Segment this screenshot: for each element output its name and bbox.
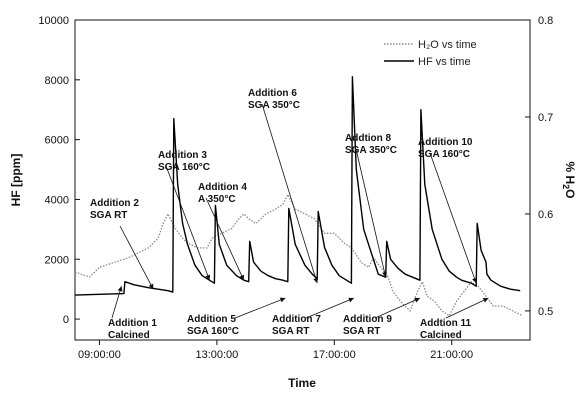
annotation-text: Addition 7 <box>272 314 321 325</box>
annotation-arrow <box>119 225 154 290</box>
plot-frame <box>74 19 531 341</box>
y-right-tick-label: 0.8 <box>538 15 553 27</box>
annotation-text: Addition 1 <box>108 318 157 329</box>
annotation-arrow <box>205 197 245 281</box>
y-left-tick-label: 0 <box>63 314 69 326</box>
legend-label: H₂O vs time <box>418 39 477 51</box>
annotation-text: SGA RT <box>343 326 380 337</box>
annotation-arrowhead <box>148 283 154 290</box>
x-axis-title: Time <box>288 376 316 390</box>
annotation-arrow <box>234 297 286 319</box>
y-left-tick-label: 4000 <box>45 194 69 206</box>
annotation-text: Calcined <box>420 330 462 341</box>
y-right-tick-label: 0.7 <box>538 112 553 124</box>
annotation-text: SGA 160°C <box>418 149 470 160</box>
annotation-arrow <box>111 286 122 319</box>
annotation-arrow <box>165 165 210 281</box>
y-left-tick-label: 2000 <box>45 254 69 266</box>
y-right-tick-label: 0.5 <box>538 306 553 318</box>
annotation-text: SGA 350°C <box>248 100 300 111</box>
y-right-tick-label: 0.6 <box>538 209 553 221</box>
y-axis-title-right: % H2O <box>561 161 577 198</box>
annotation-arrowhead <box>239 274 244 281</box>
annotation-arrowhead <box>482 297 489 303</box>
y-left-tick-label: 10000 <box>38 15 69 27</box>
annotation-arrow <box>445 297 489 319</box>
annotation-text: SGA 160°C <box>187 326 239 337</box>
annotation-arrowhead <box>279 297 286 303</box>
annotation-text: Addition 9 <box>343 314 392 325</box>
annotation-arrowhead <box>382 271 387 278</box>
annotation-text: SGA RT <box>272 326 309 337</box>
y-left-tick-label: 6000 <box>45 135 69 147</box>
annotation-text: Addition 6 <box>248 88 297 99</box>
series-hf-line <box>74 76 521 296</box>
annotation-text: SGA RT <box>90 210 127 221</box>
x-tick-label: 21:00:00 <box>430 349 473 361</box>
annotation-arrowhead <box>472 277 477 284</box>
annotation-arrowhead <box>117 286 123 292</box>
annotation-text: SGA 160°C <box>158 162 210 173</box>
y-axis-title-left: HF [ppm] <box>9 154 23 207</box>
annotation-arrow <box>305 297 355 319</box>
x-tick-label: 13:00:00 <box>195 349 238 361</box>
annotation-text: Addition 5 <box>187 314 236 325</box>
annotation-arrowhead <box>205 274 211 281</box>
legend: H₂O vs time HF vs time <box>384 39 477 68</box>
annotation-text: Addtion 11 <box>420 318 472 329</box>
annotation-text: A 350°C <box>198 194 236 205</box>
annotation-arrow <box>261 103 318 284</box>
annotation-4: Addition 4A 350°C <box>198 182 247 281</box>
annotation-arrowhead <box>414 297 420 303</box>
axes: 0 2000 4000 6000 8000 10000 0.5 0.6 0.7 0.8 09:00:… <box>38 15 553 361</box>
annotation-text: Addition 10 <box>418 137 473 148</box>
annotation-text: Addtion 8 <box>345 133 392 144</box>
annotation-arrow <box>355 148 387 278</box>
annotation-text: Addition 3 <box>158 150 207 161</box>
x-tick-label: 09:00:00 <box>78 349 121 361</box>
x-tick-label: 17:00:00 <box>313 349 356 361</box>
annotation-text: Addition 2 <box>90 198 139 209</box>
annotation-arrow <box>374 297 421 319</box>
annotation-arrowhead <box>348 297 354 303</box>
annotation-text: Addition 4 <box>198 182 247 193</box>
annotation-text: SGA 350°C <box>345 145 397 156</box>
svg-text:% H2O: % H2O <box>561 161 577 198</box>
series-layer <box>74 76 523 317</box>
annotation-text: Calcined <box>108 330 150 341</box>
series-h2o-line <box>74 193 523 317</box>
annotation-arrowhead <box>313 277 319 284</box>
legend-label: HF vs time <box>418 56 471 68</box>
y-left-tick-label: 8000 <box>45 75 69 87</box>
annotation-arrow <box>429 152 477 284</box>
